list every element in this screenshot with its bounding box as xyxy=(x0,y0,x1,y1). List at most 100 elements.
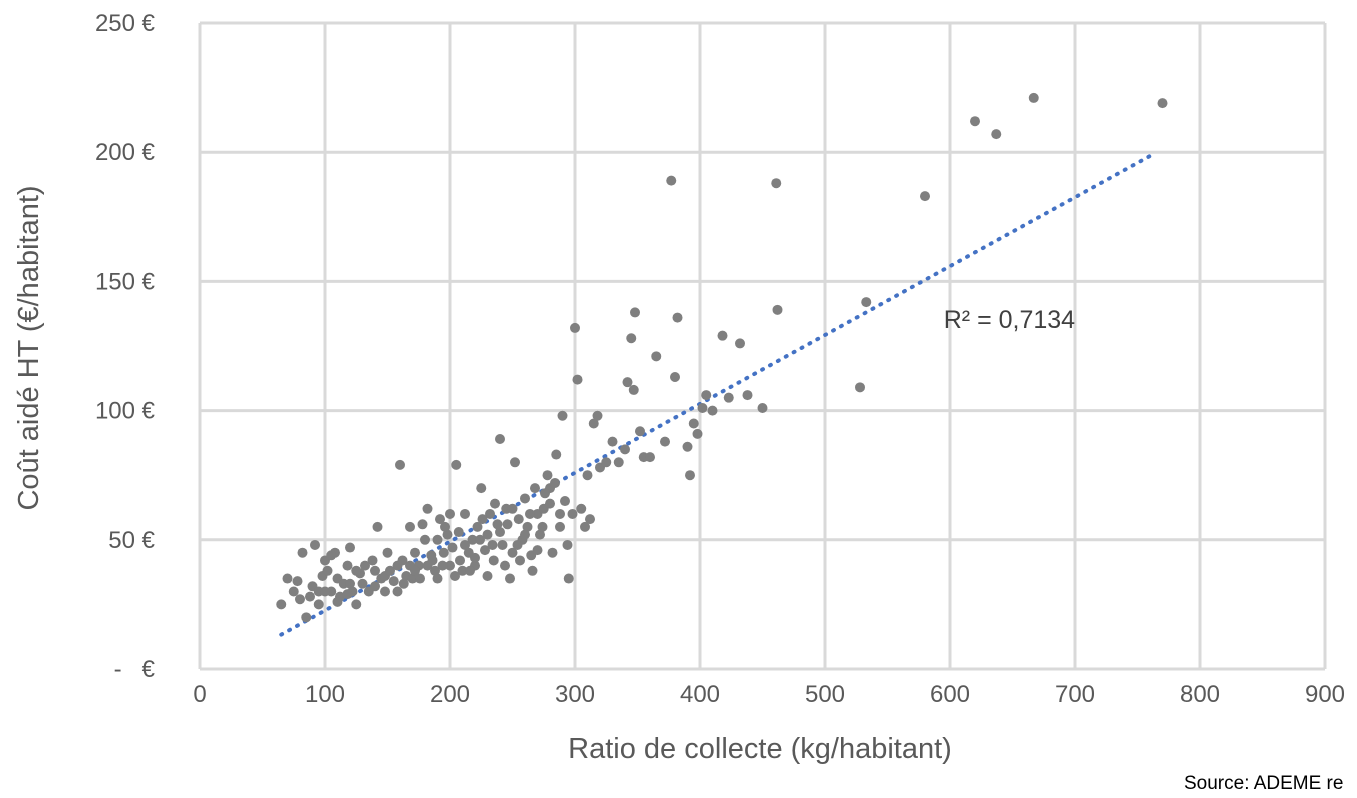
data-point xyxy=(563,573,574,584)
data-point xyxy=(555,521,565,532)
data-point xyxy=(467,534,478,545)
data-point xyxy=(585,514,595,525)
data-point xyxy=(460,539,470,550)
data-point xyxy=(497,539,508,550)
data-point xyxy=(345,578,355,589)
data-point xyxy=(723,392,734,403)
data-point xyxy=(313,599,324,610)
data-point xyxy=(295,594,305,605)
y-tick-label: 50 € xyxy=(108,527,155,554)
data-point xyxy=(476,483,487,494)
data-point xyxy=(398,578,409,589)
x-tick-label: 800 xyxy=(1180,681,1220,708)
data-point xyxy=(420,534,430,545)
data-point xyxy=(488,555,499,566)
data-point xyxy=(512,539,523,550)
data-point xyxy=(282,573,293,584)
data-point xyxy=(537,521,548,532)
data-point xyxy=(405,521,415,532)
data-point xyxy=(557,410,568,421)
data-point xyxy=(388,576,399,587)
data-point xyxy=(630,307,640,318)
data-point xyxy=(1028,92,1039,103)
data-point xyxy=(771,178,782,189)
x-tick-label: 500 xyxy=(805,681,845,708)
data-point xyxy=(513,514,524,525)
data-point xyxy=(688,418,699,429)
data-point xyxy=(666,175,677,186)
data-point xyxy=(435,514,445,525)
data-point xyxy=(570,322,580,333)
r-squared-annotation: R² = 0,7134 xyxy=(944,306,1075,334)
data-point xyxy=(530,483,540,494)
data-point xyxy=(342,589,353,600)
data-point xyxy=(545,498,555,509)
data-point xyxy=(495,434,505,445)
data-points xyxy=(276,92,1168,623)
y-tick-labels: - € 50 € 100 € 150 € 200 € 250 € xyxy=(95,10,156,683)
data-point xyxy=(495,527,505,538)
data-point xyxy=(622,377,633,388)
data-point xyxy=(351,565,362,576)
data-point xyxy=(430,565,440,576)
data-point xyxy=(660,436,670,447)
data-point xyxy=(588,418,599,429)
data-point xyxy=(670,372,680,383)
data-point xyxy=(576,503,587,514)
data-point xyxy=(410,565,420,576)
data-point xyxy=(372,521,383,532)
data-point xyxy=(442,529,453,540)
data-point xyxy=(445,560,455,571)
data-point xyxy=(607,436,618,447)
data-point xyxy=(757,403,768,414)
data-point xyxy=(490,498,500,509)
data-point xyxy=(276,599,287,610)
data-point xyxy=(382,547,393,558)
data-point xyxy=(322,565,333,576)
y-tick-label: 200 € xyxy=(95,139,156,166)
data-point xyxy=(351,599,362,610)
data-point xyxy=(397,555,408,566)
data-point xyxy=(345,542,355,553)
data-point xyxy=(701,390,712,401)
data-point xyxy=(482,570,493,581)
data-point xyxy=(1157,98,1168,109)
data-point xyxy=(507,503,518,514)
y-tick-label: 100 € xyxy=(95,398,156,425)
data-point xyxy=(620,444,630,455)
data-point xyxy=(560,496,570,507)
data-point xyxy=(520,493,530,504)
data-point xyxy=(970,116,980,127)
data-point xyxy=(370,565,380,576)
data-point xyxy=(301,612,312,623)
data-point xyxy=(292,576,303,587)
data-point xyxy=(535,529,545,540)
data-point xyxy=(672,312,683,323)
data-point xyxy=(485,508,495,519)
gridlines xyxy=(198,21,1327,671)
data-point xyxy=(515,555,525,566)
data-point xyxy=(457,565,468,576)
data-point xyxy=(572,374,583,385)
data-point xyxy=(288,586,299,597)
data-point xyxy=(370,581,380,592)
data-point xyxy=(505,573,515,584)
data-point xyxy=(532,545,543,556)
data-point xyxy=(502,519,513,530)
x-axis-title: Ratio de collecte (kg/habitant) xyxy=(568,733,952,765)
data-point xyxy=(861,297,872,308)
data-point xyxy=(507,547,518,558)
data-point xyxy=(540,488,550,499)
data-point xyxy=(453,527,464,538)
data-point xyxy=(482,529,493,540)
data-point xyxy=(360,560,370,571)
data-point xyxy=(475,534,485,545)
data-point xyxy=(697,403,708,414)
data-point xyxy=(415,573,425,584)
data-point xyxy=(380,586,390,597)
data-point xyxy=(855,382,865,393)
data-point xyxy=(437,560,448,571)
data-point xyxy=(551,449,562,460)
y-tick-label: 250 € xyxy=(95,10,156,37)
